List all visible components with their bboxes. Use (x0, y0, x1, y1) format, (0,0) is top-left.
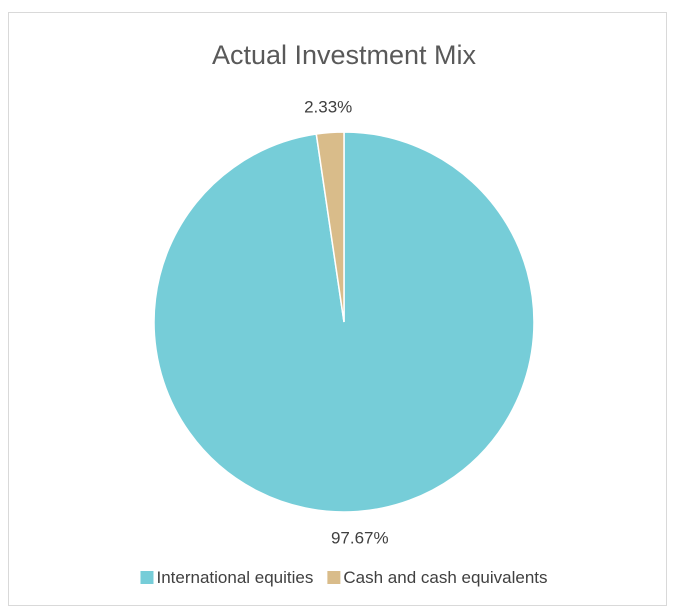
pie-slice-cash-and-cash-equivalents (315, 131, 345, 323)
data-label-international-equities: 97.67% (331, 528, 389, 547)
legend-swatch (327, 571, 341, 584)
legend: International equities Cash and cash equi… (140, 568, 548, 587)
data-label-cash-and-cash-equivalents: 2.33% (304, 98, 352, 117)
legend-item-international-equities: International equities (140, 568, 313, 587)
pie-slices (153, 131, 535, 513)
chart-title: Actual Investment Mix (212, 40, 477, 70)
legend-label: Cash and cash equivalents (343, 568, 547, 587)
data-labels: 97.67% 2.33% (304, 98, 389, 548)
legend-item-cash-and-cash-equivalents: Cash and cash equivalents (327, 568, 548, 587)
legend-label: International equities (156, 568, 313, 587)
legend-swatch (140, 571, 154, 584)
